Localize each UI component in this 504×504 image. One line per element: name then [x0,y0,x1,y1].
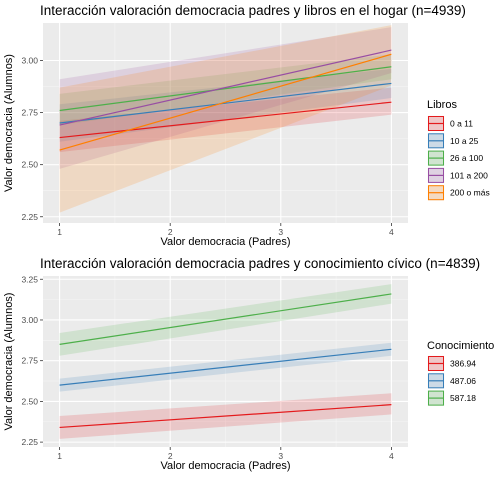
chart-2-x-axis-title: Valor democracia (Padres) [160,460,290,472]
chart-2-y-axis-title: Valor democracia (Alumnos) [3,293,15,431]
chart-1-x-axis-title: Valor democracia (Padres) [160,236,290,248]
chart-1-y-axis-title: Valor democracia (Alumnos) [3,54,15,192]
chart-1-x-tick-label: 1 [57,227,62,237]
chart-1-y-tick-label: 2.50 [21,160,38,170]
chart-2-y-tick-label: 2.75 [21,356,38,366]
chart-2-y-tick-label: 3.00 [21,315,38,325]
chart-1-legend-label-0: 0 a 11 [450,119,473,129]
chart-2-legend: Conocimiento 386.94 487.06 587.18 [427,340,494,406]
chart-2-legend-label-2: 587.18 [450,393,476,403]
chart-2-x-tick-label: 1 [57,451,62,461]
chart-1-legend-label-2: 26 a 100 [450,153,483,163]
chart-1-y-tick-label: 2.25 [21,212,38,222]
chart-1-legend: Libros 0 a 11 10 a 25 26 a 100 101 a 200 200 … [427,99,490,201]
chart-1-x-tick-label: 4 [389,227,394,237]
chart-1-y-tick-label: 3.00 [21,56,38,66]
chart-1-y-tick-label: 2.75 [21,108,38,118]
chart-1-legend-label-3: 101 a 200 [450,170,488,180]
chart-2-y-tick-label: 2.50 [21,396,38,406]
chart-2-x-tick-label: 4 [389,451,394,461]
chart-2-y-tick-label: 2.25 [21,437,38,447]
chart-1-legend-title: Libros [427,99,457,111]
chart-2-legend-label-0: 386.94 [450,359,476,369]
chart-2-legend-title: Conocimiento [427,340,494,352]
chart-2-y-tick-label: 3.25 [21,274,38,284]
chart-1-legend-label-4: 200 o más [450,188,490,198]
chart-2-legend-label-1: 487.06 [450,376,476,386]
chart-1-legend-label-1: 10 a 25 [450,136,479,146]
